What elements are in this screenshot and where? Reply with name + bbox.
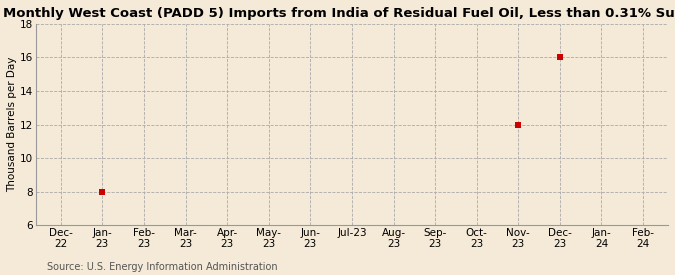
- Text: Source: U.S. Energy Information Administration: Source: U.S. Energy Information Administ…: [47, 262, 278, 272]
- Title: Monthly West Coast (PADD 5) Imports from India of Residual Fuel Oil, Less than 0: Monthly West Coast (PADD 5) Imports from…: [3, 7, 675, 20]
- Point: [97, 189, 108, 194]
- Y-axis label: Thousand Barrels per Day: Thousand Barrels per Day: [7, 57, 17, 192]
- Point: [554, 55, 565, 60]
- Point: [513, 122, 524, 127]
